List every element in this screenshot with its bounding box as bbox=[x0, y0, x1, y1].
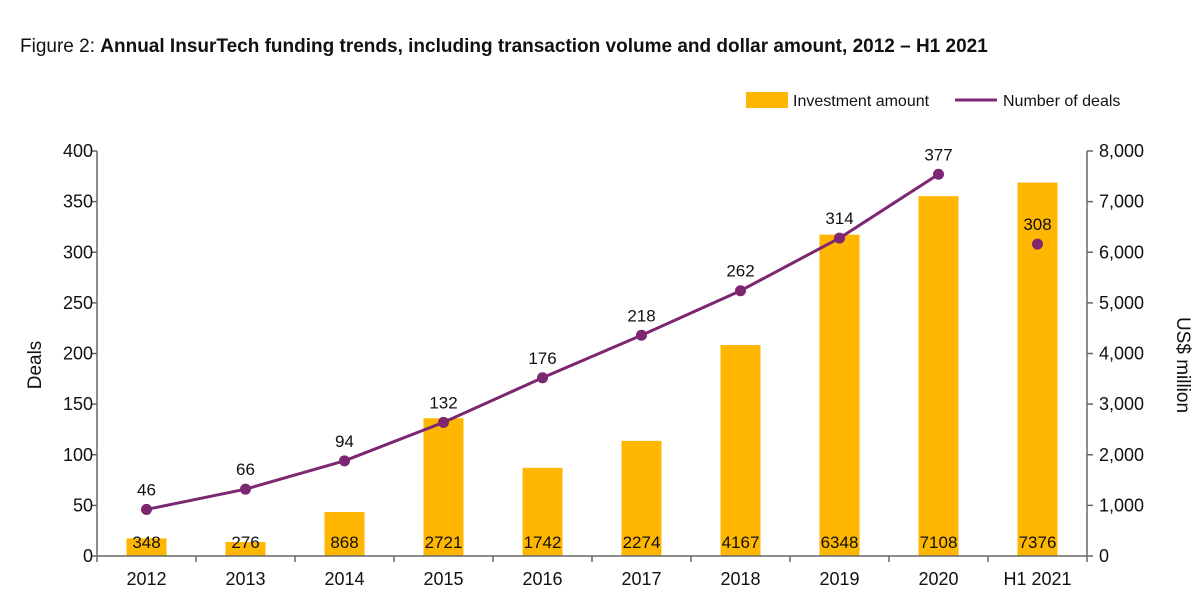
bar-2018 bbox=[720, 345, 761, 556]
bar-value-label: 868 bbox=[330, 533, 358, 552]
x-tick-label: 2018 bbox=[720, 569, 760, 589]
bar-value-label: 348 bbox=[132, 533, 160, 552]
title-main: Annual InsurTech funding trends, includi… bbox=[100, 36, 988, 57]
x-tick-label: 2014 bbox=[324, 569, 364, 589]
bar-2013 bbox=[225, 542, 266, 556]
deals-point bbox=[438, 416, 449, 428]
y-axis-left-title: Deals bbox=[25, 341, 46, 390]
deals-value-label: 262 bbox=[726, 262, 754, 281]
deals-value-label: 66 bbox=[236, 460, 255, 479]
deals-value-label: 377 bbox=[924, 145, 952, 164]
bar-2015 bbox=[423, 418, 464, 556]
deals-point bbox=[834, 232, 845, 244]
deals-point bbox=[636, 329, 647, 341]
y-right-tick-label: 0 bbox=[1099, 546, 1109, 566]
bar-h1-2021 bbox=[1017, 182, 1058, 556]
x-tick-label: 2020 bbox=[918, 569, 958, 589]
y-left-tick-label: 400 bbox=[63, 141, 93, 161]
y-right-tick-label: 3,000 bbox=[1099, 394, 1144, 414]
y-right-tick-label: 5,000 bbox=[1099, 293, 1144, 313]
deals-point bbox=[735, 285, 746, 297]
y-right-tick-label: 4,000 bbox=[1099, 344, 1144, 364]
bar-2017 bbox=[621, 440, 662, 556]
y-right-tick-label: 1,000 bbox=[1099, 495, 1144, 515]
bar-value-label: 276 bbox=[231, 533, 259, 552]
bar-2012 bbox=[126, 538, 167, 556]
y-right-tick-label: 6,000 bbox=[1099, 242, 1144, 262]
y-right-tick-label: 8,000 bbox=[1099, 141, 1144, 161]
title-prefix: Figure 2: bbox=[20, 36, 101, 57]
bar-value-label: 7376 bbox=[1019, 533, 1057, 552]
deals-value-label: 314 bbox=[825, 209, 853, 228]
bar-value-label: 7108 bbox=[920, 533, 958, 552]
y-axis-right-title: US$ million bbox=[1172, 317, 1193, 413]
bar-value-label: 4167 bbox=[722, 533, 760, 552]
bar-2020 bbox=[918, 196, 959, 556]
x-tick-label: H1 2021 bbox=[1003, 569, 1071, 589]
deals-point bbox=[240, 483, 251, 495]
bar-value-label: 1742 bbox=[524, 533, 562, 552]
deals-point bbox=[1032, 238, 1043, 250]
x-tick-label: 2015 bbox=[423, 569, 463, 589]
y-left-tick-label: 350 bbox=[63, 192, 93, 212]
deals-value-label: 218 bbox=[627, 306, 655, 325]
legend-label-deals: Number of deals bbox=[1003, 93, 1120, 110]
bar-2016 bbox=[522, 467, 563, 556]
y-right-tick-label: 2,000 bbox=[1099, 445, 1144, 465]
bar-2019 bbox=[819, 234, 860, 556]
deals-point bbox=[339, 455, 350, 467]
deals-value-label: 176 bbox=[528, 349, 556, 368]
chart-title: Figure 2: Annual InsurTech funding trend… bbox=[20, 36, 988, 58]
x-tick-label: 2012 bbox=[126, 569, 166, 589]
bar-value-label: 6348 bbox=[821, 533, 859, 552]
y-left-tick-label: 300 bbox=[63, 242, 93, 262]
y-left-tick-label: 50 bbox=[73, 495, 93, 515]
deals-value-label: 46 bbox=[137, 480, 156, 499]
y-left-tick-label: 250 bbox=[63, 293, 93, 313]
y-right-tick-label: 7,000 bbox=[1099, 192, 1144, 212]
legend-label-investment: Investment amount bbox=[793, 93, 930, 110]
bar-value-label: 2721 bbox=[425, 533, 463, 552]
y-left-tick-label: 0 bbox=[83, 546, 93, 566]
deals-point bbox=[537, 372, 548, 384]
y-left-tick-label: 150 bbox=[63, 394, 93, 414]
x-tick-label: 2017 bbox=[621, 569, 661, 589]
deals-value-label: 132 bbox=[429, 393, 457, 412]
bar-value-label: 2274 bbox=[623, 533, 661, 552]
x-tick-label: 2016 bbox=[522, 569, 562, 589]
x-tick-label: 2019 bbox=[819, 569, 859, 589]
legend-swatch-investment bbox=[746, 92, 788, 108]
deals-value-label: 94 bbox=[335, 432, 354, 451]
x-tick-label: 2013 bbox=[225, 569, 265, 589]
deals-point bbox=[933, 168, 944, 180]
deals-value-label: 308 bbox=[1023, 215, 1051, 234]
y-left-tick-label: 100 bbox=[63, 445, 93, 465]
legend: Investment amount Number of deals bbox=[746, 92, 1120, 110]
bar-2014 bbox=[324, 512, 365, 556]
deals-point bbox=[141, 503, 152, 515]
y-left-tick-label: 200 bbox=[63, 344, 93, 364]
